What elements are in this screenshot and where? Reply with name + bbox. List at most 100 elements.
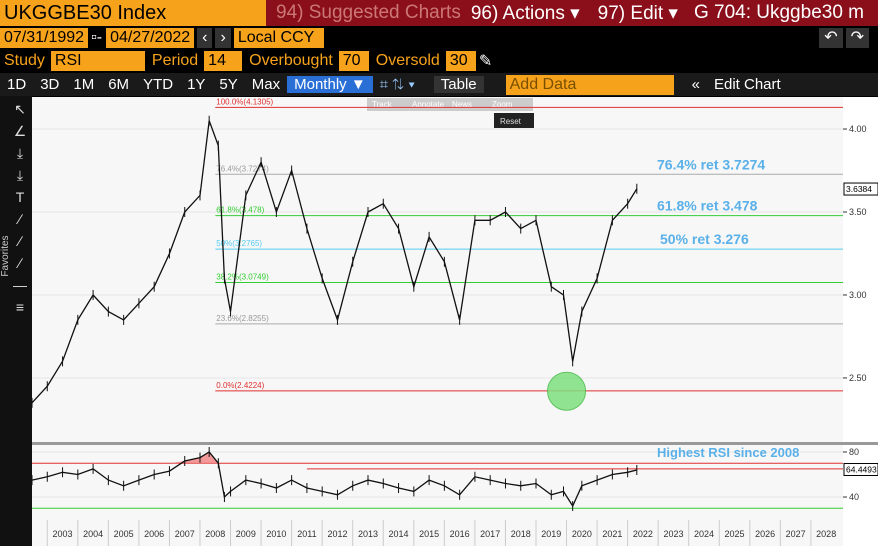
series-line xyxy=(31,120,638,404)
undo[interactable]: ↶ xyxy=(819,28,843,48)
date-row: 07/31/1992 ▫- 04/27/2022 ‹ › Local CCY ↶ ↷ xyxy=(0,27,878,49)
frequency[interactable]: Monthly ▼ xyxy=(287,76,373,93)
popup-item: Reset xyxy=(500,117,522,126)
x-tick-label: 2016 xyxy=(450,529,470,539)
menu-item[interactable]: 97) Edit ▾ xyxy=(597,2,678,24)
tool-icon: ∕ xyxy=(16,233,24,249)
x-tick-label: 2011 xyxy=(297,529,316,539)
range-tab[interactable]: 6M xyxy=(108,76,130,93)
tool-icon: — xyxy=(13,277,27,293)
annotation: 50% ret 3.276 xyxy=(660,231,749,247)
study[interactable]: RSI xyxy=(50,51,145,71)
annotation: 61.8% ret 3.478 xyxy=(657,198,758,214)
x-tick-label: 2025 xyxy=(725,529,745,539)
x-tick-label: 2021 xyxy=(602,529,622,539)
range-tab[interactable]: 5Y xyxy=(219,76,238,93)
oversold-label: Oversold xyxy=(375,52,440,69)
overbought-fill xyxy=(169,460,185,464)
popup-item: News xyxy=(452,100,472,109)
y-tick-label: 4.00 xyxy=(849,124,867,134)
x-tick-label: 2024 xyxy=(694,529,714,539)
collapse[interactable]: « xyxy=(691,76,700,93)
x-tick-label: 2009 xyxy=(236,529,256,539)
y-tick-label: 80 xyxy=(849,447,859,457)
y-tick-label: 3.50 xyxy=(849,207,867,217)
y-tick-label: 3.00 xyxy=(849,290,867,300)
level-label: 76.4%(3.7274) xyxy=(216,164,269,173)
pencil-icon[interactable]: ✎ xyxy=(478,53,493,70)
study-label: Study xyxy=(4,52,45,69)
overbought-label: Overbought xyxy=(249,52,333,69)
tool-icon: ∠ xyxy=(14,123,27,139)
last-value-label: 3.6384 xyxy=(846,184,872,194)
x-tick-label: 2008 xyxy=(205,529,225,539)
x-tick-label: 2005 xyxy=(114,529,134,539)
range-tab[interactable]: 1D xyxy=(7,76,27,93)
range-tab[interactable]: YTD xyxy=(143,76,174,93)
panel-divider xyxy=(32,442,878,445)
x-tick-label: 2013 xyxy=(358,529,378,539)
x-tick-label: 2014 xyxy=(389,529,409,539)
title-bar: UKGGBE30 Index 94) Suggested Charts 96) … xyxy=(0,0,878,26)
icon: ▫- xyxy=(91,29,103,46)
sidebar-label: Favorites xyxy=(0,235,11,276)
x-tick-label: 2015 xyxy=(419,529,439,539)
menu-item[interactable]: 96) Actions ▾ xyxy=(470,2,580,24)
x-tick-label: 2027 xyxy=(786,529,806,539)
x-tick-label: 2003 xyxy=(53,529,73,539)
level-label: 0.0%(2.4224) xyxy=(216,381,264,390)
chart: ↖ ∠ ⤓ ⤓ T ∕ ∕ ∕ — ≡ Favorites Track Annotate News Zoom… xyxy=(0,96,878,546)
period-label: Period xyxy=(151,52,199,69)
security-title: UKGGBE30 Index xyxy=(0,0,266,26)
overbought[interactable]: 70 xyxy=(338,51,369,71)
level-label: 100.0%(4.1305) xyxy=(216,97,273,106)
level-label: 38.2%(3.0749) xyxy=(216,273,269,282)
tool-icon: ∕ xyxy=(16,211,24,227)
sidebar xyxy=(0,96,32,546)
study-row: Study RSI Period 14 Overbought 70 Overso… xyxy=(0,50,878,72)
x-tick-label: 2023 xyxy=(663,529,683,539)
chart-id: G 704: Ukggbe30 m xyxy=(693,2,864,23)
undo-redo: ↶ ↷ xyxy=(819,28,872,48)
range-tab[interactable]: 3D xyxy=(40,76,60,93)
series-line xyxy=(31,451,637,508)
edit-chart[interactable]: Edit Chart xyxy=(713,76,781,93)
y-tick-label: 2.50 xyxy=(849,373,867,383)
oversold[interactable]: 30 xyxy=(445,51,476,71)
x-tick-label: 2012 xyxy=(327,529,347,539)
prev[interactable]: ‹ xyxy=(197,28,213,48)
chart-icons[interactable]: ⌗ ⇅ ▾ xyxy=(379,76,415,93)
period[interactable]: 14 xyxy=(204,51,243,71)
x-tick-label: 2006 xyxy=(144,529,164,539)
add-data[interactable]: Add Data xyxy=(505,74,674,95)
axis-bg xyxy=(843,97,878,546)
range-tab[interactable]: 1M xyxy=(73,76,95,93)
x-tick-label: 2018 xyxy=(511,529,531,539)
x-tick-label: 2026 xyxy=(755,529,775,539)
tab-row: 1D 3D 1M 6M YTD 1Y 5Y Max Monthly ▼ ⌗ ⇅ ▾ Table Add… xyxy=(0,73,878,96)
tool-icon: ⤓ xyxy=(17,167,23,183)
menu-item[interactable]: 94) Suggested Charts xyxy=(276,2,461,23)
next[interactable]: › xyxy=(215,28,231,48)
x-tick-label: 2028 xyxy=(816,529,836,539)
range-tab[interactable]: Max xyxy=(251,76,281,93)
table-button[interactable]: Table xyxy=(433,76,484,93)
popup-item: Zoom xyxy=(492,100,513,109)
tool-icon: T xyxy=(16,189,25,205)
x-tick-label: 2019 xyxy=(541,529,561,539)
redo[interactable]: ↷ xyxy=(845,28,869,48)
tool-icon: ⤓ xyxy=(17,145,23,161)
reset-bg xyxy=(494,113,534,128)
popup-item: Track xyxy=(372,100,393,109)
annotation: 76.4% ret 3.7274 xyxy=(657,156,765,172)
x-tick-label: 2022 xyxy=(633,529,653,539)
range-tab[interactable]: 1Y xyxy=(187,76,206,93)
overbought-fill xyxy=(200,451,210,464)
start-date[interactable]: 07/31/1992 xyxy=(0,28,89,48)
currency[interactable]: Local CCY xyxy=(233,28,324,48)
last-value-label: 64.4493 xyxy=(846,464,877,474)
annotation: Highest RSI since 2008 xyxy=(657,445,799,460)
end-date[interactable]: 04/27/2022 xyxy=(106,28,195,48)
x-tick-label: 2004 xyxy=(83,529,103,539)
